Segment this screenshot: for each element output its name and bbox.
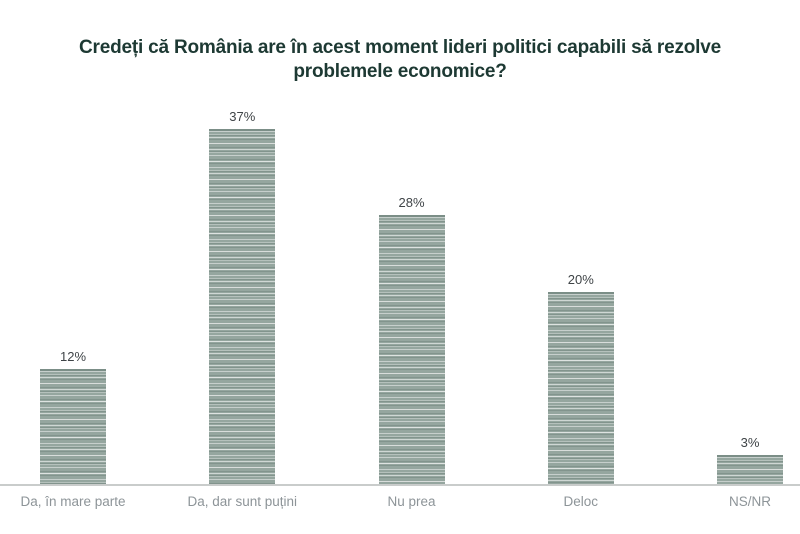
bar-value-label: 3% xyxy=(740,435,760,450)
chart-title: Credeți că România are în acest moment l… xyxy=(79,37,721,82)
bar xyxy=(40,369,106,484)
bar-group: 37% xyxy=(167,109,317,484)
bar xyxy=(378,215,445,484)
category-label: Nu prea xyxy=(387,494,436,509)
bar-value-label: 28% xyxy=(398,195,425,210)
category-label: Deloc xyxy=(563,494,598,509)
bar xyxy=(717,455,783,484)
bar-group: 12% xyxy=(0,349,148,484)
plot-area: 12% 37% 28% 20% 3% xyxy=(0,109,800,486)
bar-group: 28% xyxy=(337,195,487,484)
category-label: Da, în mare parte xyxy=(20,494,126,509)
category-label: Da, dar sunt puțini xyxy=(187,494,298,509)
bar-value-label: 12% xyxy=(59,349,87,364)
bar xyxy=(547,292,614,484)
bar-value-label: 37% xyxy=(229,109,256,124)
bar-group: 3% xyxy=(675,435,800,484)
bar-value-label: 20% xyxy=(567,272,594,287)
bar xyxy=(209,129,276,484)
category-label: NS/NR xyxy=(728,494,771,509)
bar-group: 20% xyxy=(506,272,656,484)
